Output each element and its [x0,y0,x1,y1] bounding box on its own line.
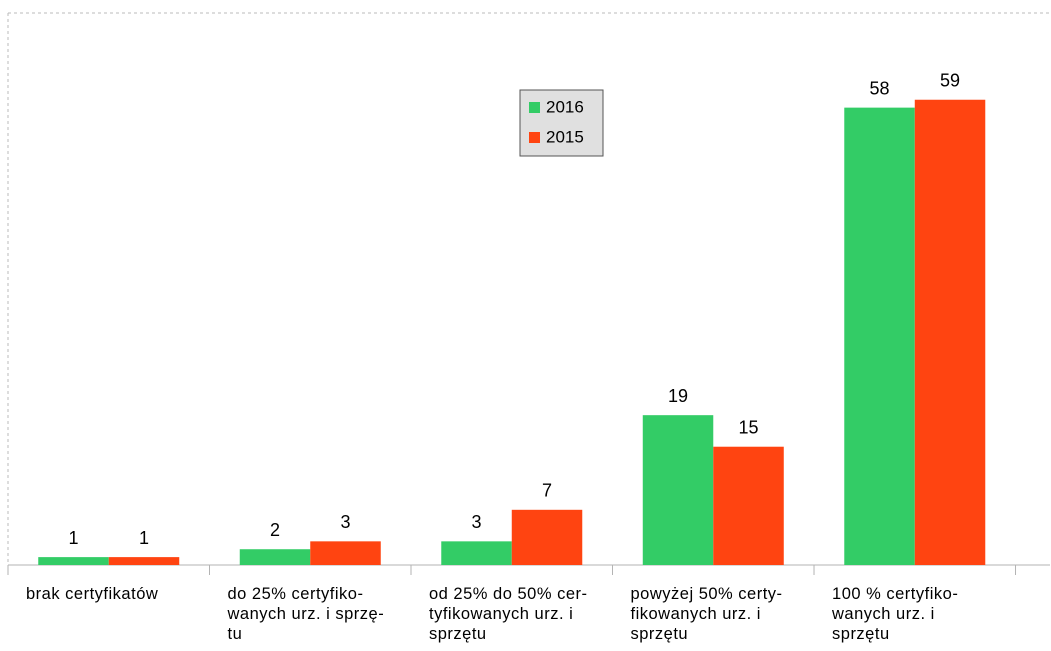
legend-swatch [529,132,540,143]
x-tick-label: brak certyfikatów [26,585,159,603]
legend-label: 2016 [546,97,584,116]
x-tick-label: powyżej 50% certy- fikowanych urz. i spr… [630,585,783,643]
data-label: 15 [739,417,759,437]
data-label: 2 [270,520,280,540]
legend-box [519,89,604,157]
bar [642,415,714,565]
x-tick-label: 100 % certyfiko- wanych urz. i sprzętu [832,585,959,643]
bar [38,557,109,565]
bar [844,107,915,565]
data-label: 59 [940,70,960,90]
legend-label: 2015 [546,127,584,146]
data-label: 1 [68,528,78,548]
data-label: 7 [542,481,552,501]
bar [310,541,381,565]
bar [108,557,180,565]
data-label: 19 [668,386,688,406]
bar [239,549,311,565]
x-tick-label: do 25% certyfiko- wanych urz. i sprzę- t… [227,585,385,643]
data-label: 3 [472,512,482,532]
data-label: 58 [870,78,890,98]
bar [441,541,512,565]
data-label: 1 [139,528,149,548]
legend-swatch [529,102,540,113]
bar [511,509,583,565]
data-label: 3 [340,512,350,532]
x-tick-label: od 25% do 50% cer- tyfikowanych urz. i s… [429,585,588,643]
bar [713,446,784,565]
bar [914,99,986,565]
